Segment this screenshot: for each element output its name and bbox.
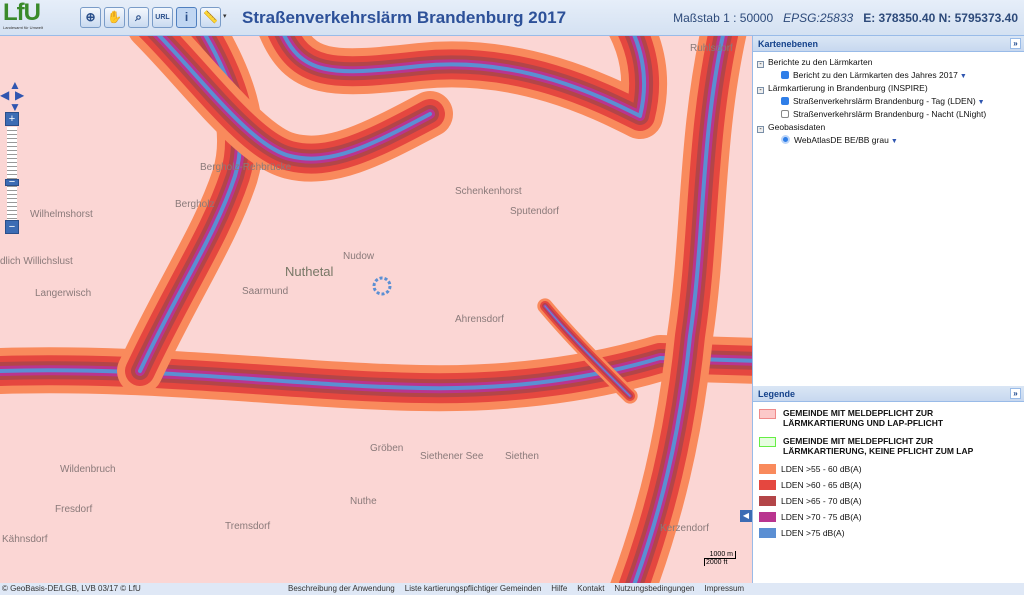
collapse-panel-icon[interactable]: » (1010, 38, 1021, 49)
place-label: Wildenbruch (60, 464, 116, 475)
legend-item: LDEN >70 - 75 dB(A) (753, 512, 1024, 528)
legend-item: LDEN >55 - 60 dB(A) (753, 464, 1024, 480)
place-label: Gröben (370, 443, 404, 454)
pan-left-icon[interactable]: ◀ (0, 88, 10, 102)
legend-item: LDEN >75 dB(A) (753, 528, 1024, 544)
scale-readout: Maßstab 1 : 50000 (673, 11, 774, 25)
sidebar: Kartenebenen» - Berichte zu den Lärmkarte… (752, 36, 1024, 583)
layer-group[interactable]: - Lärmkartierung in Brandenburg (INSPIRE) (757, 82, 1020, 95)
legend-swatch (759, 528, 776, 538)
legend-item: GEMEINDE MIT MELDEPFLICHT ZUR LÄRMKARTIE… (753, 436, 1024, 464)
measure-ruler-icon[interactable]: 📏 (200, 7, 221, 28)
legend-panel: Legende» GEMEINDE MIT MELDEPFLICHT ZUR L… (753, 386, 1024, 544)
place-label: Nuthe (350, 496, 377, 507)
noise-band-road-4 (632, 36, 725, 583)
pan-right-icon[interactable]: ▶ (15, 88, 25, 102)
checkbox[interactable] (781, 97, 789, 105)
footer-links: Beschreibung der Anwendung Liste kartier… (288, 583, 744, 595)
place-label: Siethener See (420, 451, 484, 462)
link-help[interactable]: Hilfe (551, 584, 568, 593)
zoom-slider[interactable] (7, 127, 17, 220)
legend-item: GEMEINDE MIT MELDEPFLICHT ZUR LÄRMKARTIE… (753, 408, 1024, 436)
place-label: Fresdorf (55, 504, 93, 515)
loading-spinner-icon (372, 276, 392, 296)
layer-group[interactable]: - Geobasisdaten (757, 121, 1020, 134)
legend-swatch (759, 437, 776, 447)
measure-dropdown-icon[interactable]: ▾ (223, 13, 227, 20)
zoom-slider-handle[interactable]: − (5, 177, 19, 188)
epsg-readout: EPSG:25833 (783, 11, 854, 25)
lfu-logo: LfU Landesamt für Umwelt (3, 0, 44, 31)
map-view[interactable]: Ruhlsdorf Bergholz-Rehbrücke Wilhelmshorst… (0, 36, 752, 583)
link-municipality-list[interactable]: Liste kartierungspflichtiger Gemeinden (404, 584, 542, 593)
place-label: Ruhlsdorf (690, 43, 733, 54)
link-terms[interactable]: Nutzungsbedingungen (614, 584, 695, 593)
place-label: Bergholz (175, 199, 215, 210)
link-contact[interactable]: Kontakt (577, 584, 605, 593)
legend-swatch (759, 464, 776, 474)
pan-up-icon[interactable]: ▲ (9, 78, 21, 92)
app-title: Straßenverkehrslärm Brandenburg 2017 (242, 8, 567, 27)
noise-band-road-5 (544, 305, 631, 397)
dropdown-icon[interactable]: ▼ (977, 99, 985, 106)
layer-item[interactable]: Bericht zu den Lärmkarten des Jahres 201… (757, 69, 1020, 82)
place-label: Siethen (505, 451, 539, 462)
checkbox[interactable] (781, 110, 789, 118)
zoom-out-button[interactable]: − (5, 220, 19, 234)
layer-item[interactable]: Straßenverkehrslärm Brandenburg - Tag (L… (757, 95, 1020, 108)
scale-bar: 1000 m 2000 ft (704, 551, 736, 566)
place-label: Schenkenhorst (455, 186, 522, 197)
collapse-icon[interactable]: - (757, 126, 764, 133)
place-label: Langerwisch (35, 288, 92, 299)
legend-item: LDEN >65 - 70 dB(A) (753, 496, 1024, 512)
layers-panel-header: Kartenebenen» (753, 36, 1024, 52)
layer-item[interactable]: Straßenverkehrslärm Brandenburg - Nacht … (757, 108, 1020, 121)
dropdown-icon[interactable]: ▼ (959, 73, 967, 80)
legend-swatch (759, 409, 776, 419)
legend-swatch (759, 496, 776, 506)
place-label: Nudow (343, 251, 375, 262)
noise-band-road-3 (282, 36, 647, 118)
place-label: Bergholz-Rehbrücke (200, 162, 292, 173)
place-label: Kähnsdorf (2, 534, 48, 545)
url-link-icon[interactable]: URL (152, 7, 173, 28)
place-label: Tremsdorf (225, 521, 271, 532)
place-label: Wilhelmshorst (30, 209, 93, 220)
legend-item: LDEN >60 - 65 dB(A) (753, 480, 1024, 496)
place-label: Nuthetal (285, 264, 334, 279)
noise-map-layer (0, 36, 752, 583)
place-label: Sputendorf (510, 206, 559, 217)
globe-icon[interactable]: ⊕ (80, 7, 101, 28)
place-label: Kerzendorf (660, 523, 709, 534)
layer-tree: - Berichte zu den Lärmkarten Bericht zu d… (753, 52, 1024, 151)
zoom-box-icon[interactable]: ⌕ (128, 7, 149, 28)
collapse-sidebar-button[interactable]: ◀ (740, 510, 752, 522)
link-imprint[interactable]: Impressum (704, 584, 745, 593)
legend-panel-header: Legende» (753, 386, 1024, 402)
legend-swatch (759, 480, 776, 490)
collapse-icon[interactable]: - (757, 61, 764, 68)
header-readouts: Maßstab 1 : 50000 EPSG:25833 E: 378350.4… (673, 11, 1018, 25)
coordinate-readout: E: 378350.40 N: 5795373.40 (863, 11, 1018, 25)
info-icon[interactable]: i (176, 7, 197, 28)
copyright: © GeoBasis-DE/LGB, LVB 03/17 © LfU (2, 584, 141, 593)
place-label: Saarmund (242, 286, 289, 297)
layer-group[interactable]: - Berichte zu den Lärmkarten (757, 56, 1020, 69)
link-description[interactable]: Beschreibung der Anwendung (288, 584, 395, 593)
place-label: Ahrensdorf (455, 314, 504, 325)
legend-swatch (759, 512, 776, 522)
radio-button[interactable] (781, 135, 790, 144)
collapse-panel-icon[interactable]: » (1010, 388, 1021, 399)
dropdown-icon[interactable]: ▼ (890, 138, 898, 145)
header-toolbar: LfU Landesamt für Umwelt ⊕ ✋ ⌕ URL i 📏 ▾… (0, 0, 1024, 36)
layer-item[interactable]: WebAtlasDE BE/BB grau ▼ (757, 134, 1020, 147)
footer: © GeoBasis-DE/LGB, LVB 03/17 © LfU Besch… (0, 583, 1024, 595)
checkbox[interactable] (781, 71, 789, 79)
place-label: dlich Willichslust (0, 256, 73, 267)
noise-band-road-2 (156, 36, 432, 161)
pan-down-icon[interactable]: ▼ (9, 100, 21, 114)
collapse-icon[interactable]: - (757, 87, 764, 94)
zoom-in-button[interactable]: + (5, 112, 19, 126)
pan-hand-icon[interactable]: ✋ (104, 7, 125, 28)
